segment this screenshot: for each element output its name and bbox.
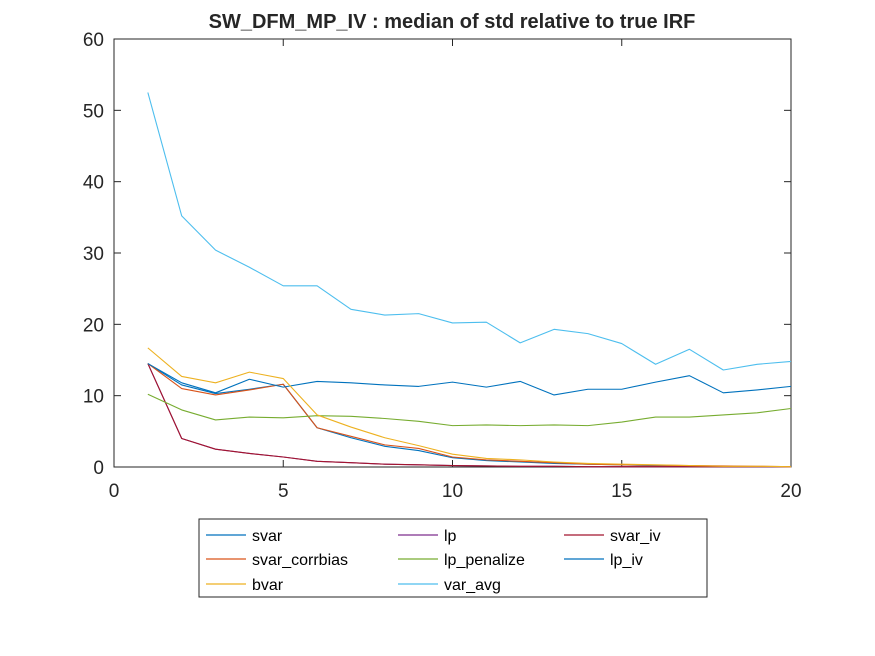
y-tick-label: 50 xyxy=(83,101,104,122)
y-tick-label: 20 xyxy=(83,315,104,336)
legend: svar lp svar_iv svar_corrbias lp_penalize lp_… xyxy=(198,518,708,598)
y-tick-label: 40 xyxy=(83,173,104,194)
x-tick-label: 10 xyxy=(442,481,463,502)
series-line-var-avg xyxy=(147,92,792,371)
series-line-lp-iv xyxy=(147,363,792,396)
legend-items: svar lp svar_iv svar_corrbias lp_penalize lp_… xyxy=(206,528,661,594)
x-axis-ticks: 0 5 10 15 20 xyxy=(109,39,802,502)
legend-label-lp-penalize: lp_penalize xyxy=(444,552,525,569)
legend-label-svar: svar xyxy=(252,528,283,545)
y-tick-label: 60 xyxy=(83,30,104,51)
series-line-bvar xyxy=(147,347,792,468)
legend-label-lp-iv: lp_iv xyxy=(610,552,643,569)
x-tick-label: 20 xyxy=(780,481,801,502)
series-lines xyxy=(147,92,792,468)
series-line-lp-penalize xyxy=(147,393,792,427)
legend-label-var-avg: var_avg xyxy=(444,577,501,594)
plot-area xyxy=(113,38,792,468)
series-line-svar-iv xyxy=(147,363,791,468)
legend-label-svar-corrbias: svar_corrbias xyxy=(252,552,348,569)
chart-title: SW_DFM_MP_IV : median of std relative to… xyxy=(209,11,696,33)
legend-label-bvar: bvar xyxy=(252,577,284,594)
y-axis-ticks: 0 10 20 30 40 50 60 xyxy=(83,30,791,479)
plot-axes: 0 5 10 15 20 0 10 20 30 40 50 60 xyxy=(83,30,802,502)
x-tick-label: 0 xyxy=(109,481,120,502)
y-tick-label: 30 xyxy=(83,244,104,265)
y-tick-label: 0 xyxy=(93,458,104,479)
legend-box xyxy=(198,518,708,598)
x-tick-label: 15 xyxy=(611,481,632,502)
legend-label-svar-iv: svar_iv xyxy=(610,528,661,545)
legend-label-lp: lp xyxy=(444,528,457,545)
x-tick-label: 5 xyxy=(278,481,289,502)
y-tick-label: 10 xyxy=(83,387,104,408)
